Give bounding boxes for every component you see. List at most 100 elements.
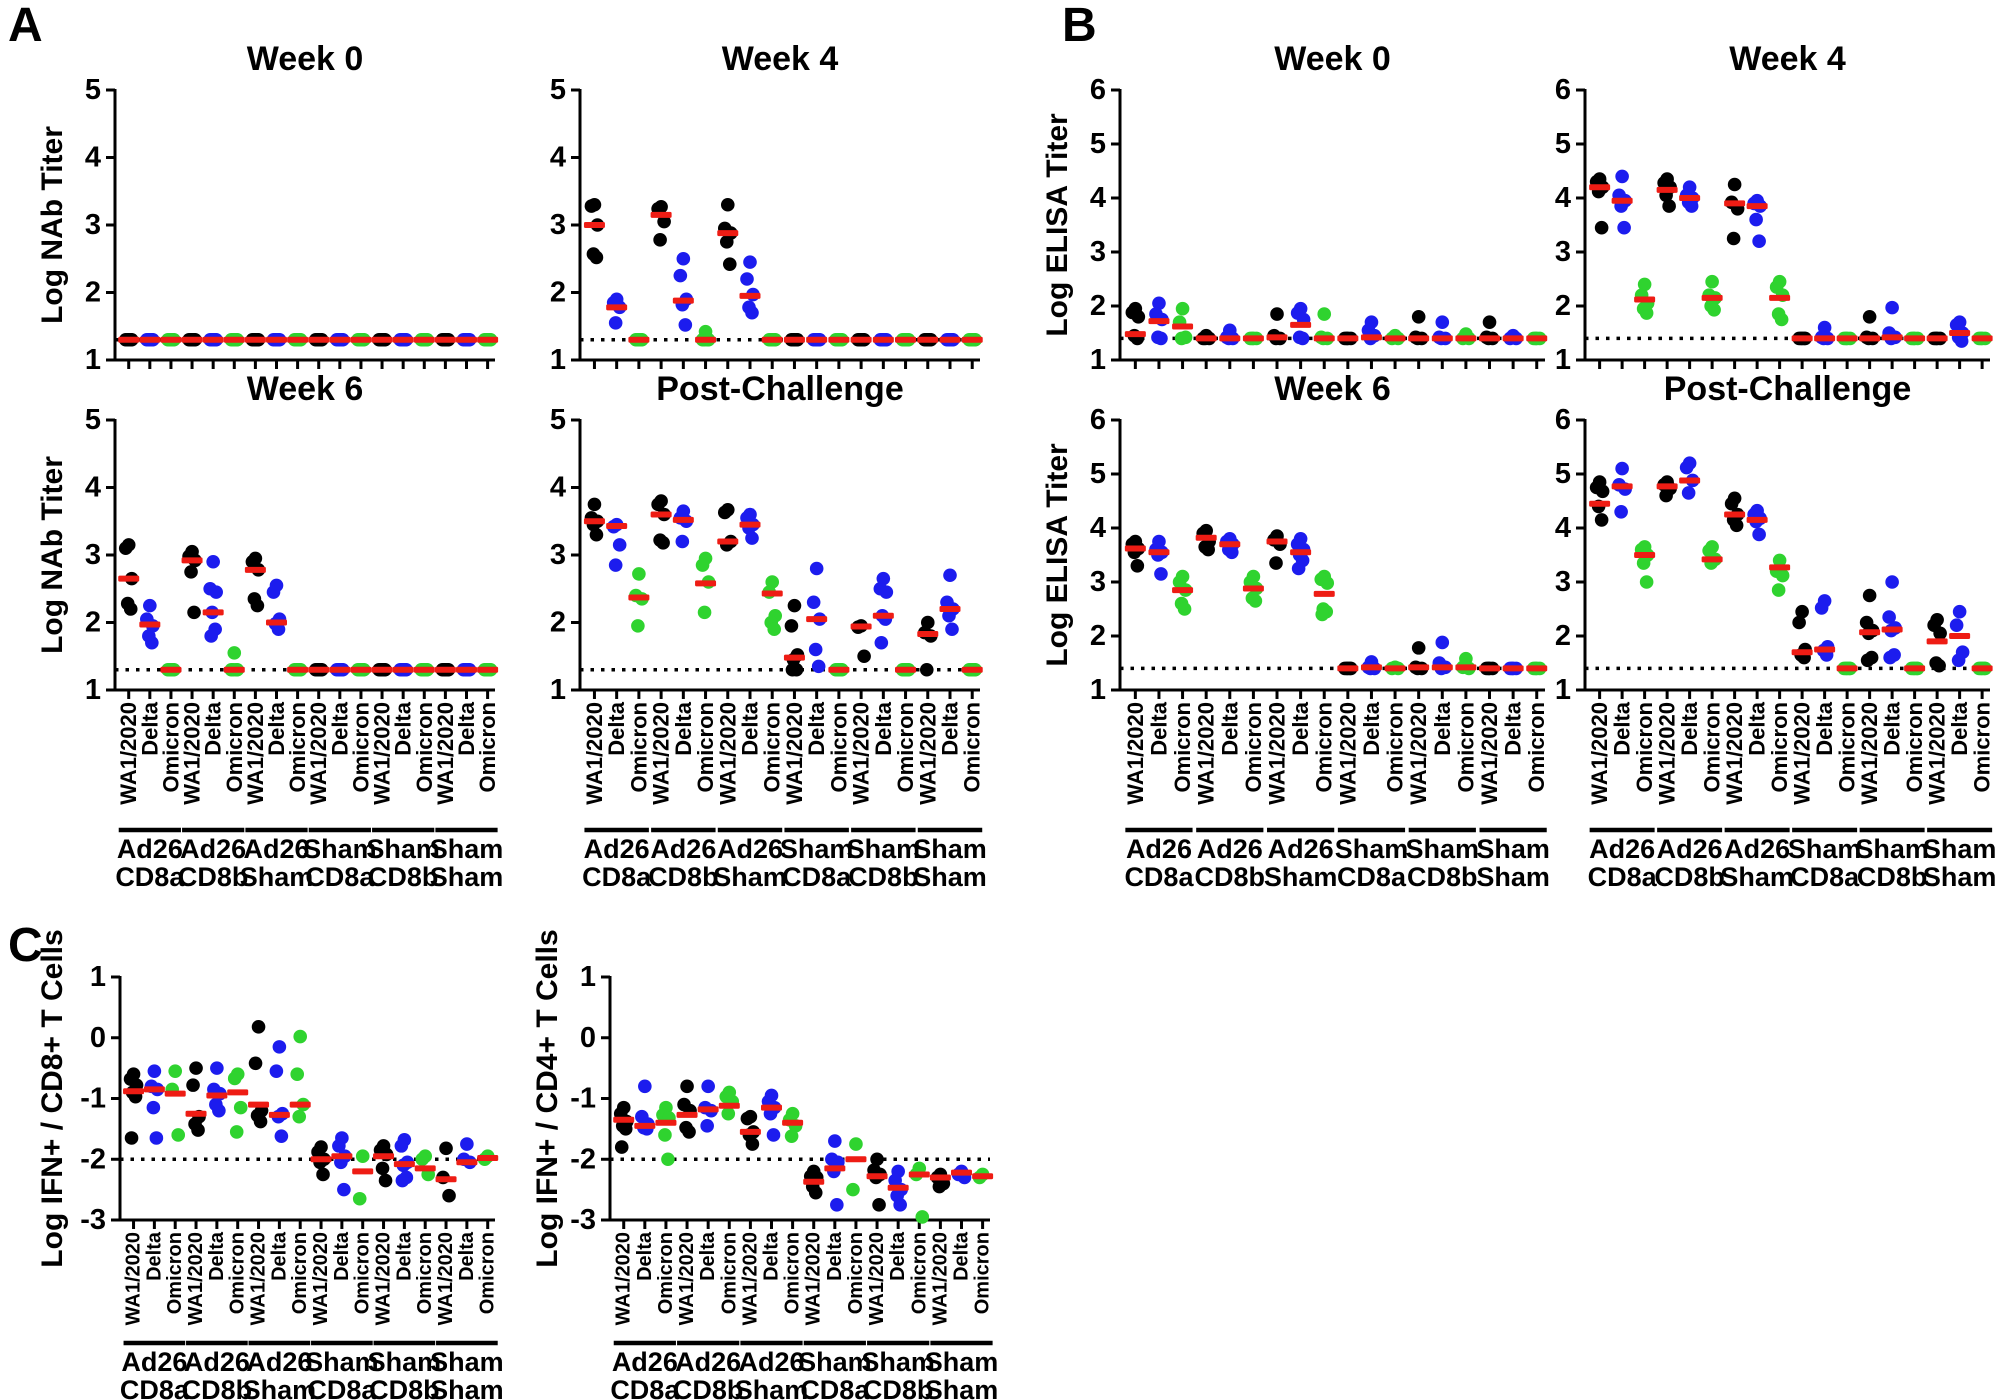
svg-text:WA1/2020: WA1/2020 bbox=[1587, 702, 1612, 805]
svg-text:Sham: Sham bbox=[1476, 862, 1550, 892]
svg-text:6: 6 bbox=[1090, 404, 1106, 436]
svg-text:WA1/2020: WA1/2020 bbox=[306, 702, 331, 805]
svg-text:Delta: Delta bbox=[1146, 701, 1171, 756]
svg-text:Omicron: Omicron bbox=[1170, 702, 1195, 792]
scatter-canvas: Week 4 1 2 3 4 5 6 bbox=[1555, 40, 1993, 376]
svg-text:Sham: Sham bbox=[1788, 834, 1862, 864]
svg-text:Post-Challenge: Post-Challenge bbox=[1664, 370, 1911, 408]
svg-text:Delta: Delta bbox=[456, 1231, 478, 1281]
svg-text:Omicron: Omicron bbox=[352, 1232, 374, 1314]
svg-text:Delta: Delta bbox=[671, 701, 696, 756]
svg-text:1: 1 bbox=[1090, 674, 1106, 706]
svg-text:Sham: Sham bbox=[713, 862, 787, 892]
svg-text:Sham: Sham bbox=[1923, 834, 1997, 864]
svg-text:Omicron: Omicron bbox=[655, 1232, 677, 1314]
scatter-canvas: Log IFN+ / CD8+ T Cells-3-2-101WA1/2020D… bbox=[36, 929, 504, 1400]
svg-text:Omicron: Omicron bbox=[477, 1232, 499, 1314]
svg-text:Sham: Sham bbox=[1923, 862, 1997, 892]
svg-text:Omicron: Omicron bbox=[1835, 702, 1860, 792]
svg-text:CD8a: CD8a bbox=[1790, 862, 1860, 892]
svg-text:5: 5 bbox=[1555, 458, 1571, 490]
svg-text:Omicron: Omicron bbox=[960, 702, 985, 792]
svg-text:Log ELISA Titer: Log ELISA Titer bbox=[1045, 113, 1074, 337]
svg-text:WA1/2020: WA1/2020 bbox=[849, 702, 874, 805]
svg-text:Ad26: Ad26 bbox=[584, 834, 650, 864]
svg-text:Omicron: Omicron bbox=[414, 1232, 436, 1314]
svg-text:Log NAb Titer: Log NAb Titer bbox=[40, 456, 69, 654]
svg-text:2: 2 bbox=[1555, 290, 1571, 322]
svg-text:WA1/2020: WA1/2020 bbox=[1477, 702, 1502, 805]
svg-text:WA1/2020: WA1/2020 bbox=[116, 702, 141, 805]
svg-text:Omicron: Omicron bbox=[826, 702, 851, 792]
svg-text:Week 0: Week 0 bbox=[247, 40, 364, 78]
svg-text:Omicron: Omicron bbox=[1524, 702, 1549, 792]
svg-text:Ad26: Ad26 bbox=[738, 1347, 804, 1377]
svg-text:Ad26: Ad26 bbox=[1724, 834, 1790, 864]
svg-text:Sham: Sham bbox=[1335, 834, 1409, 864]
svg-text:Delta: Delta bbox=[1610, 701, 1635, 756]
svg-text:3: 3 bbox=[85, 539, 101, 571]
svg-text:Ad26: Ad26 bbox=[717, 834, 783, 864]
svg-text:CD8b: CD8b bbox=[1857, 862, 1928, 892]
svg-text:Sham: Sham bbox=[780, 834, 854, 864]
svg-text:WA1/2020: WA1/2020 bbox=[866, 1232, 888, 1325]
svg-text:Sham: Sham bbox=[913, 834, 987, 864]
svg-text:Omicron: Omicron bbox=[893, 702, 918, 792]
svg-text:Omicron: Omicron bbox=[693, 702, 718, 792]
svg-text:Delta: Delta bbox=[887, 1231, 909, 1281]
scatter-canvas: Week 0 Log NAb Titer 1 2 3 4 5 bbox=[36, 40, 499, 376]
svg-text:WA1/2020: WA1/2020 bbox=[915, 702, 940, 805]
svg-text:Sham: Sham bbox=[1476, 834, 1550, 864]
svg-text:3: 3 bbox=[1555, 236, 1571, 268]
svg-text:Sham: Sham bbox=[913, 862, 987, 892]
svg-text:Delta: Delta bbox=[1359, 701, 1384, 756]
svg-text:Delta: Delta bbox=[1677, 701, 1702, 756]
svg-text:Ad26: Ad26 bbox=[1197, 834, 1263, 864]
svg-text:Delta: Delta bbox=[1745, 701, 1770, 756]
svg-text:1: 1 bbox=[1555, 674, 1571, 706]
svg-text:Omicron: Omicron bbox=[164, 1232, 186, 1314]
svg-text:WA1/2020: WA1/2020 bbox=[1925, 702, 1950, 805]
svg-text:5: 5 bbox=[1090, 458, 1106, 490]
svg-text:CD8a: CD8a bbox=[307, 1375, 377, 1400]
svg-text:CD8a: CD8a bbox=[1124, 862, 1194, 892]
svg-text:WA1/2020: WA1/2020 bbox=[433, 702, 458, 805]
svg-text:2: 2 bbox=[1555, 620, 1571, 652]
svg-text:Ad26: Ad26 bbox=[180, 834, 246, 864]
panel-label-c: C bbox=[8, 919, 43, 972]
svg-text:WA1/2020: WA1/2020 bbox=[1335, 702, 1360, 805]
svg-text:CD8b: CD8b bbox=[178, 862, 249, 892]
svg-text:Week 4: Week 4 bbox=[1729, 40, 1846, 78]
svg-text:WA1/2020: WA1/2020 bbox=[123, 1232, 145, 1325]
svg-text:WA1/2020: WA1/2020 bbox=[1655, 702, 1680, 805]
svg-text:Omicron: Omicron bbox=[1767, 702, 1792, 792]
svg-text:Ad26: Ad26 bbox=[1589, 834, 1655, 864]
svg-text:WA1/2020: WA1/2020 bbox=[310, 1232, 332, 1325]
svg-text:Week 6: Week 6 bbox=[247, 370, 364, 408]
svg-text:WA1/2020: WA1/2020 bbox=[1265, 702, 1290, 805]
svg-text:WA1/2020: WA1/2020 bbox=[1857, 702, 1882, 805]
svg-text:Delta: Delta bbox=[201, 701, 226, 756]
svg-text:Delta: Delta bbox=[1880, 701, 1905, 756]
svg-text:Delta: Delta bbox=[268, 1231, 290, 1281]
svg-text:CD8b: CD8b bbox=[182, 1375, 253, 1400]
svg-text:2: 2 bbox=[1090, 620, 1106, 652]
svg-text:1: 1 bbox=[1090, 344, 1106, 376]
svg-text:4: 4 bbox=[1555, 512, 1571, 544]
svg-text:Omicron: Omicron bbox=[1700, 702, 1725, 792]
svg-text:5: 5 bbox=[550, 404, 566, 436]
svg-text:WA1/2020: WA1/2020 bbox=[1123, 702, 1148, 805]
svg-text:Sham: Sham bbox=[847, 834, 921, 864]
svg-text:Ad26: Ad26 bbox=[1657, 834, 1723, 864]
svg-text:Delta: Delta bbox=[761, 1231, 783, 1281]
svg-text:Omicron: Omicron bbox=[626, 702, 651, 792]
plot-elisa-week4: Week 4 1 2 3 4 5 6 bbox=[1540, 30, 2000, 380]
scatter-canvas: Week 4 1 2 3 4 5 bbox=[550, 40, 983, 376]
svg-text:CD8b: CD8b bbox=[1654, 862, 1725, 892]
plot-ifn-cd4: Log IFN+ / CD4+ T Cells-3-2-101WA1/2020D… bbox=[531, 920, 1055, 1400]
svg-text:Delta: Delta bbox=[327, 701, 352, 756]
svg-text:WA1/2020: WA1/2020 bbox=[1406, 702, 1431, 805]
svg-text:1: 1 bbox=[85, 674, 101, 706]
svg-text:Post-Challenge: Post-Challenge bbox=[656, 370, 903, 408]
svg-text:Omicron: Omicron bbox=[845, 1232, 867, 1314]
